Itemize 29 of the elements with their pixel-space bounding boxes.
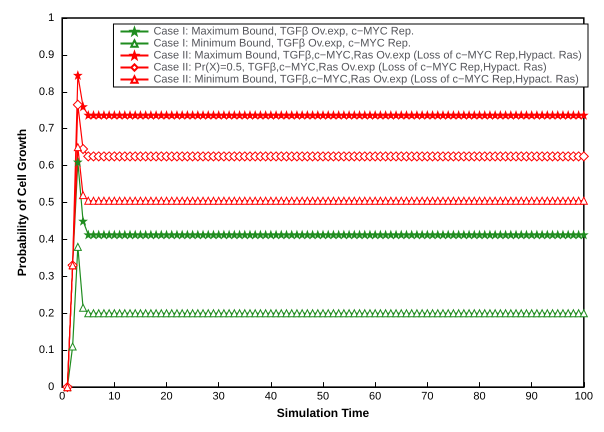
y-tick-label: 0.9 xyxy=(38,48,54,61)
y-tick-label: 0.5 xyxy=(38,196,54,209)
legend-label: Case I: Maximum Bound, TGFβ Ov.exp, c−MYC Rep. xyxy=(153,26,414,38)
y-tick-label: 0.3 xyxy=(38,270,54,282)
x-tick-label: 30 xyxy=(212,390,225,403)
x-tick-label: 40 xyxy=(264,390,277,403)
y-tick-label: 0.1 xyxy=(38,344,54,356)
x-tick-label: 60 xyxy=(369,390,382,403)
x-tick-label: 80 xyxy=(473,390,486,403)
x-tick-label: 0 xyxy=(59,390,66,403)
y-tick-label: 0 xyxy=(48,381,54,394)
legend-label: Case II: Minimum Bound, TGFβ,c−MYC,Ras Ov.exp (Loss of c−MYC Rep,Hypact. Ras) xyxy=(153,74,579,86)
x-tick-label: 50 xyxy=(316,390,330,403)
x-tick-label: 20 xyxy=(160,390,173,403)
y-tick-label: 0.6 xyxy=(38,160,54,172)
legend-label: Case II: Maximum Bound, TGFβ,c−MYC,Ras Ov.exp (Loss of c−MYC Rep,Hypact. Ras) xyxy=(153,50,582,62)
legend-label: Case II: Pr(X)=0.5, TGFβ,c−MYC,Ras Ov.exp (Loss of c−MYC Rep,Hypact. Ras) xyxy=(153,62,547,74)
y-tick-label: 0.7 xyxy=(38,122,54,135)
y-tick-label: 0.2 xyxy=(38,307,54,320)
x-tick-label: 100 xyxy=(574,390,594,403)
y-tick-label: 0.8 xyxy=(38,86,54,98)
x-tick-label: 90 xyxy=(526,390,538,403)
x-tick-label: 10 xyxy=(108,390,120,403)
y-tick-label: 1 xyxy=(48,12,54,24)
y-axis-title: Probability of Cell Growth xyxy=(15,128,29,276)
legend-label: Case I: Minimum Bound, TGFβ Ov.exp, c−MYC Rep. xyxy=(153,38,411,50)
y-tick-label: 0.4 xyxy=(38,233,54,246)
x-axis-title: Simulation Time xyxy=(276,406,370,420)
x-tick-label: 70 xyxy=(421,390,434,403)
